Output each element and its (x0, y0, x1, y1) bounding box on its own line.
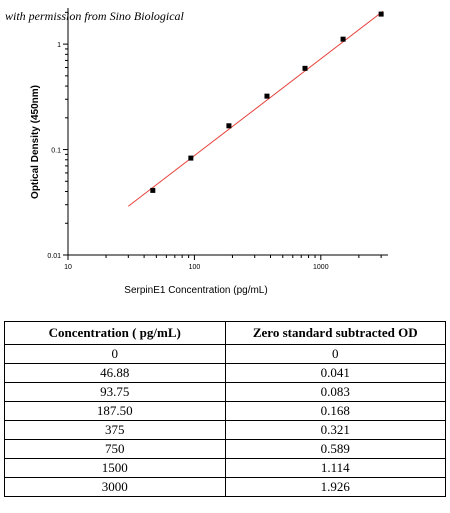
header-concentration: Concentration ( pg/mL) (4, 321, 226, 345)
od-cell: 0.041 (224, 363, 446, 383)
y-tick-label: 1 (57, 42, 61, 49)
od-cell: 1.114 (224, 458, 446, 478)
od-cell: 0.168 (224, 401, 446, 421)
table-row: 750 0.589 (4, 439, 446, 459)
concentration-cell: 187.50 (4, 401, 226, 421)
table-row: 93.75 0.083 (4, 382, 446, 402)
data-point (264, 93, 270, 99)
x-tick-label: 100 (189, 264, 201, 271)
data-point (188, 155, 194, 161)
y-tick-label: 0.1 (51, 148, 61, 155)
table-row: 375 0.321 (4, 420, 446, 440)
table-row: 0 0 (4, 344, 446, 364)
od-cell: 0 (224, 344, 446, 364)
fit-line (128, 10, 384, 207)
concentration-cell: 375 (4, 420, 226, 440)
table-row: 46.88 0.041 (4, 363, 446, 383)
table-row: 3000 1.926 (4, 477, 446, 497)
data-point (226, 123, 232, 129)
data-table: Concentration ( pg/mL) Zero standard sub… (4, 321, 446, 497)
concentration-cell: 750 (4, 439, 226, 459)
concentration-cell: 3000 (4, 477, 226, 497)
table-row: 187.50 0.168 (4, 401, 446, 421)
concentration-cell: 0 (4, 344, 226, 364)
concentration-cell: 1500 (4, 458, 226, 478)
data-point (378, 11, 384, 17)
credit-text: with permission from Sino Biological (5, 9, 185, 23)
data-point (340, 36, 346, 42)
x-tick-label: 1000 (313, 264, 329, 271)
concentration-cell: 93.75 (4, 382, 226, 402)
y-tick-label: 0.01 (47, 253, 61, 260)
standard-curve-chart: with permission from Sino Biological 10 1… (5, 8, 388, 296)
x-axis-title: SerpinE1 Concentration (pg/mL) (124, 285, 267, 296)
data-point (302, 65, 308, 71)
header-od: Zero standard subtracted OD (224, 321, 446, 345)
plot-area: 10 100 1000 0.01 0.1 1 (47, 8, 388, 271)
od-cell: 1.926 (224, 477, 446, 497)
concentration-cell: 46.88 (4, 363, 226, 383)
od-cell: 0.083 (224, 382, 446, 402)
od-cell: 0.321 (224, 420, 446, 440)
table-header-row: Concentration ( pg/mL) Zero standard sub… (4, 321, 446, 345)
x-tick-label: 10 (64, 264, 72, 271)
data-point (150, 187, 156, 193)
y-axis-title: Optical Density (450nm) (30, 85, 41, 199)
table-row: 1500 1.114 (4, 458, 446, 478)
od-cell: 0.589 (224, 439, 446, 459)
